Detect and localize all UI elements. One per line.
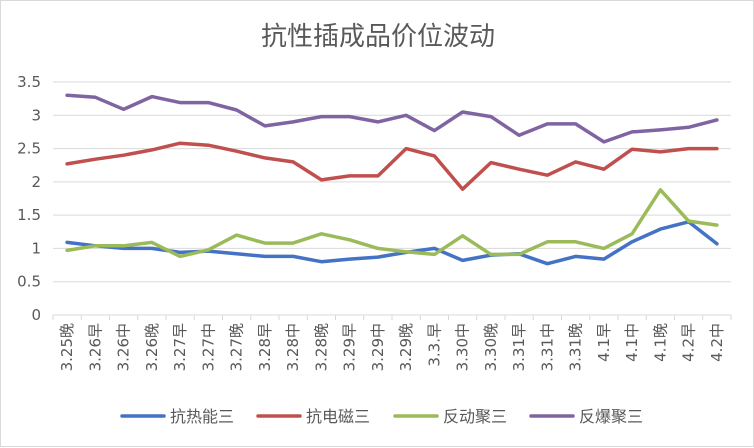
y-tick-label: 2: [31, 173, 41, 191]
x-tick-label: 4.1晚: [651, 323, 669, 362]
x-tick-label: 3.25晚: [58, 323, 76, 371]
x-tick-label: 3.28晚: [312, 323, 330, 371]
y-tick-label: 3: [31, 106, 41, 124]
x-tick-label: 3.30中: [454, 323, 472, 371]
series-line-2: [65, 141, 719, 191]
series-lines: [65, 93, 719, 266]
x-tick-label: 3.31早: [510, 323, 528, 371]
chart-title: 抗性插成品价位波动: [261, 22, 495, 52]
y-tick-label: 3.5: [17, 73, 41, 91]
series-line-3: [65, 188, 719, 259]
y-tick-label: 0.5: [17, 273, 41, 291]
y-tick-label: 2.5: [17, 140, 41, 158]
x-tick-label: 3.31晚: [567, 323, 585, 371]
x-tick-label: 3.31中: [538, 323, 556, 371]
x-tick-label: 3.27早: [171, 323, 189, 371]
x-axis-ticks: 3.25晚 3.26早 3.26中 3.26晚 3.27早 3.27中 3.27晚 3.28早…: [52, 315, 732, 371]
x-tick-label: 3.28中: [284, 323, 302, 371]
x-tick-label: 3.26早: [86, 323, 104, 371]
x-tick-label: 3.29中: [369, 323, 387, 371]
x-tick-label: 3.28早: [256, 323, 274, 371]
legend-label: 反动聚三: [443, 407, 507, 426]
legend: 抗热能三 抗电磁三 反动聚三 反爆聚三: [120, 407, 643, 426]
y-axis-ticks: 0 0.5 1 1.5 2 2.5 3 3.5: [17, 73, 41, 324]
x-tick-label: 3.30晚: [482, 323, 500, 371]
x-tick-label: 3.27中: [199, 323, 217, 371]
y-tick-label: 1.5: [17, 206, 41, 224]
x-tick-label: 3.26晚: [143, 323, 161, 371]
y-tick-label: 1: [31, 239, 41, 257]
x-tick-label: 3.27晚: [228, 323, 246, 371]
x-tick-label: 3.29早: [341, 323, 359, 371]
x-tick-label: 3.3.早: [425, 323, 443, 367]
y-tick-label: 0: [31, 306, 41, 324]
legend-label: 反爆聚三: [579, 407, 643, 426]
legend-label: 抗热能三: [170, 407, 234, 426]
series-line-4: [65, 93, 719, 144]
legend-label: 抗电磁三: [306, 407, 370, 426]
x-tick-label: 4.1早: [595, 323, 613, 362]
x-tick-label: 4.2中: [708, 323, 726, 362]
x-tick-label: 3.26中: [115, 323, 133, 371]
x-tick-label: 4.2早: [680, 323, 698, 362]
x-tick-label: 3.29晚: [397, 323, 415, 371]
series-line-1: [65, 220, 719, 266]
x-tick-label: 4.1中: [623, 323, 641, 362]
